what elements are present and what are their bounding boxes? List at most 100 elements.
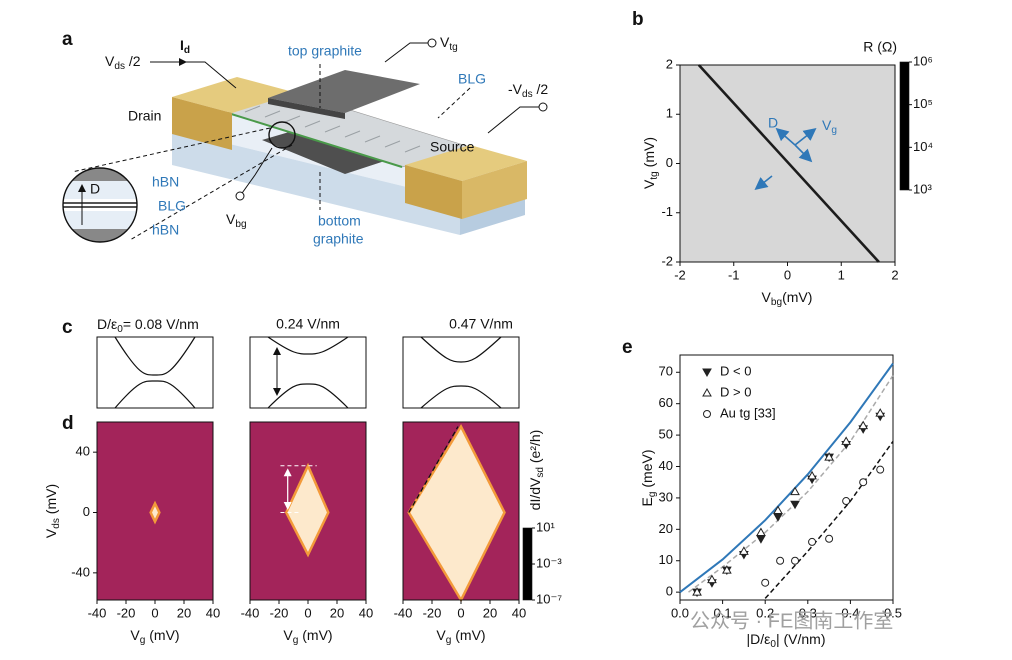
colorbar [899,61,910,191]
x-tick-label: 40 [206,605,220,620]
inset-frame [62,167,138,243]
x-axis-label-part: V [436,627,446,643]
x-tick-label: -40 [394,605,413,620]
legend-label: D < 0 [720,363,751,378]
x-tick-label: -20 [423,605,442,620]
label: hBN [152,222,179,238]
label-part: d [184,45,190,56]
annotation: Vg [822,117,837,136]
source-top [405,145,527,181]
watermark: 公众号 · FE图南工作室 [690,609,893,632]
marker [876,465,885,474]
hex-lattice [384,140,401,148]
y-tick-label: 30 [659,489,673,504]
legend-label: Au tg [33] [720,405,776,420]
x-axis-label: Vg (mV) [436,627,485,646]
source-front [405,165,462,219]
band-label: D/ε0= 0.08 V/nm [97,316,199,335]
marker [761,578,770,587]
label-part: ds [114,61,125,72]
x-tick-label: -1 [728,267,740,282]
annotation: D [768,115,778,131]
terminal [427,38,437,48]
band-label: 0.24 V/nm [276,316,340,332]
marker [703,410,711,418]
x-axis-label-part: (mV) [782,289,812,305]
colorbar [522,527,533,601]
band-frame [96,336,214,409]
marker [790,500,800,510]
label: top graphite [288,43,362,59]
y-tick-label: 40 [76,444,90,459]
label: Drain [128,108,161,124]
fit-line [764,440,894,599]
label: Id [180,37,190,56]
colorbar-tick-label: 10⁴ [913,139,933,154]
x-tick-label: 0.5 [884,605,902,620]
annotation-arrow [794,128,817,146]
y-axis-label-part: g [647,492,658,498]
y-tick-label: 0 [83,504,90,519]
marker [859,478,868,487]
y-axis-label: Eg (meV) [639,450,658,507]
label: hBN [152,174,179,190]
annotation-arrow [775,127,796,146]
y-tick-label: 50 [659,427,673,442]
edge-fit [408,426,459,513]
y-axis-label: Vds (mV) [43,484,62,538]
colorbar-label: dI/dVsd (e²/h) [527,430,546,511]
marker [702,387,712,397]
x-axis-label-part: g [446,635,452,646]
label-part: bg [235,219,246,230]
panel-label: b [632,9,644,30]
x-axis-label: |D/ε0| (V/nm) [746,631,825,650]
marker [773,505,783,514]
fit-line [688,375,894,593]
substrate-front [172,130,460,235]
band-frame [402,336,520,409]
inset-lead [71,127,271,173]
y-axis-label-part: E [639,497,655,506]
x-axis-label: Vg (mV) [283,627,332,646]
label-part: ds [522,89,533,100]
gap-diamond [149,500,161,525]
hex-lattice [304,120,321,128]
gap-diamond [284,462,330,558]
x-axis-label-part: 0 [770,639,776,650]
y-axis-label: Vds (mV) [43,484,62,538]
conduction-band [420,336,502,363]
x-axis-label-part: V [762,289,772,305]
marker [790,486,800,496]
colorbar-tick-label: 10⁻⁷ [536,591,562,606]
marker [721,565,732,574]
wire [487,106,543,134]
y-axis-label: Vtg (mV) [641,137,660,189]
label: bottom [318,213,361,229]
band-label-part: D/ε [97,316,117,332]
x-tick-label: 0 [304,605,311,620]
pointer [437,87,471,119]
marker [702,368,712,378]
y-tick-label: -2 [661,253,673,268]
marker [776,556,785,565]
legend-label: D > 0 [720,384,751,399]
x-tick-label: 0 [784,267,791,282]
gap-diamond [407,423,506,603]
colorbar-label-part: (e²/h) [527,430,543,467]
label: Vbg [226,211,247,230]
colorbar-tick-label: 10³ [913,181,932,196]
band-frame [249,336,367,409]
top-graphite-edge [268,98,345,119]
conduction-band [114,336,196,376]
annotation-part: V [822,117,832,133]
marker [692,587,702,596]
x-tick-label: 0.4 [841,605,859,620]
marker [825,534,834,543]
y-tick-label: 1 [666,106,673,121]
x-tick-label: 0 [457,605,464,620]
colorbar-tick-label: 10⁵ [913,96,933,111]
panel-label: c [62,317,73,338]
inset-lead [129,144,293,241]
x-axis-label-part: | (V/nm) [776,631,826,647]
